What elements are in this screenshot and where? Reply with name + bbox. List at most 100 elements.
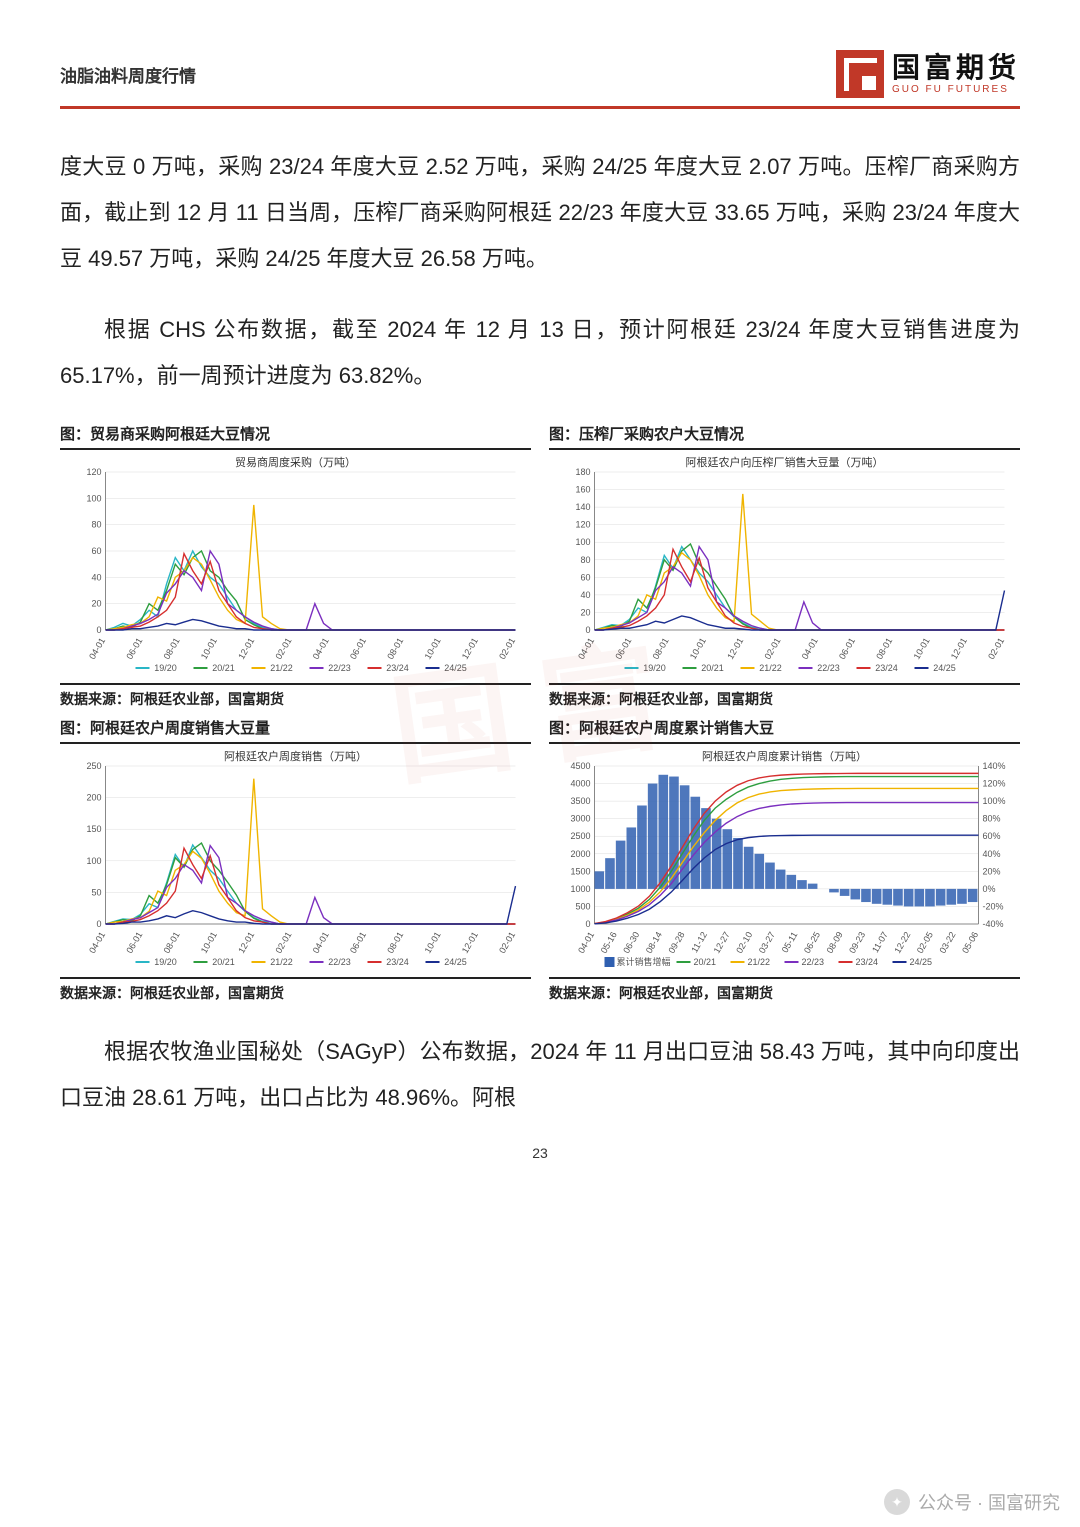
svg-text:19/20: 19/20: [154, 663, 177, 673]
chart-2-title: 图：压榨厂采购农户大豆情况: [549, 423, 1020, 450]
svg-text:24/25: 24/25: [444, 663, 467, 673]
svg-text:08-01: 08-01: [385, 636, 405, 661]
svg-text:06-01: 06-01: [348, 636, 368, 661]
svg-text:阿根廷农户周度累计销售（万吨）: 阿根廷农户周度累计销售（万吨）: [702, 749, 867, 763]
svg-text:20: 20: [91, 599, 101, 609]
svg-text:2500: 2500: [570, 831, 590, 841]
svg-text:21/22: 21/22: [270, 663, 293, 673]
svg-text:04-01: 04-01: [311, 636, 331, 661]
svg-text:阿根廷农户向压榨厂销售大豆量（万吨）: 阿根廷农户向压榨厂销售大豆量（万吨）: [686, 455, 884, 469]
svg-text:22/23: 22/23: [817, 663, 840, 673]
svg-text:22/23: 22/23: [328, 957, 351, 967]
svg-text:05-11: 05-11: [780, 930, 800, 954]
svg-text:200: 200: [86, 793, 101, 803]
svg-text:贸易商周度采购（万吨）: 贸易商周度采购（万吨）: [235, 455, 356, 469]
svg-text:20/21: 20/21: [701, 663, 724, 673]
footer-credit-text: 公众号 · 国富研究: [918, 1489, 1060, 1515]
svg-text:02-05: 02-05: [915, 930, 935, 955]
svg-text:50: 50: [91, 887, 101, 897]
svg-text:4500: 4500: [570, 761, 590, 771]
svg-text:05-06: 05-06: [960, 930, 980, 955]
chart-1-title: 图：贸易商采购阿根廷大豆情况: [60, 423, 531, 450]
svg-text:80%: 80%: [983, 814, 1001, 824]
svg-text:500: 500: [575, 901, 590, 911]
header-title: 油脂油料周度行情: [60, 62, 196, 87]
svg-text:20/21: 20/21: [212, 957, 235, 967]
chart-3-block: 图：阿根廷农户周度销售大豆量 阿根廷农户周度销售（万吨）050100150200…: [60, 717, 531, 1003]
svg-text:0: 0: [585, 919, 590, 929]
footer-credit: ✦ 公众号 · 国富研究: [884, 1489, 1060, 1515]
svg-text:1000: 1000: [570, 884, 590, 894]
chart-3-title: 图：阿根廷农户周度销售大豆量: [60, 717, 531, 744]
svg-text:60: 60: [91, 546, 101, 556]
svg-text:02-01: 02-01: [497, 636, 517, 661]
svg-text:12-01: 12-01: [236, 930, 256, 955]
svg-text:10-01: 10-01: [199, 636, 219, 661]
svg-text:09-28: 09-28: [666, 930, 686, 955]
svg-text:1500: 1500: [570, 866, 590, 876]
svg-text:19/20: 19/20: [154, 957, 177, 967]
svg-text:22/23: 22/23: [328, 663, 351, 673]
svg-text:140%: 140%: [983, 761, 1006, 771]
chart-1-source: 数据来源：阿根廷农业部，国富期货: [60, 683, 531, 709]
svg-text:10-01: 10-01: [912, 636, 932, 661]
svg-text:06-01: 06-01: [348, 930, 368, 955]
svg-text:12-22: 12-22: [892, 930, 912, 955]
svg-text:60: 60: [580, 572, 590, 582]
svg-text:08-01: 08-01: [162, 636, 182, 661]
svg-text:10-01: 10-01: [688, 636, 708, 661]
chart-4-source: 数据来源：阿根廷农业部，国富期货: [549, 977, 1020, 1003]
svg-text:19/20: 19/20: [643, 663, 666, 673]
logo-chinese: 国富期货: [892, 54, 1020, 82]
svg-text:40%: 40%: [983, 849, 1001, 859]
svg-text:22/23: 22/23: [802, 957, 825, 967]
svg-text:08-14: 08-14: [644, 930, 664, 955]
charts-grid: 图：贸易商采购阿根廷大豆情况 贸易商周度采购（万吨）02040608010012…: [60, 423, 1020, 1003]
svg-text:80: 80: [580, 555, 590, 565]
page-number: 23: [60, 1145, 1020, 1161]
svg-text:08-01: 08-01: [651, 636, 671, 661]
svg-text:180: 180: [575, 467, 590, 477]
svg-text:100%: 100%: [983, 796, 1006, 806]
chart-1-block: 图：贸易商采购阿根廷大豆情况 贸易商周度采购（万吨）02040608010012…: [60, 423, 531, 709]
svg-text:150: 150: [86, 824, 101, 834]
chart-1-svg: 贸易商周度采购（万吨）02040608010012004-0106-0108-0…: [60, 454, 531, 674]
svg-text:04-01: 04-01: [576, 930, 596, 955]
svg-text:20/21: 20/21: [212, 663, 235, 673]
chart-2-svg: 阿根廷农户向压榨厂销售大豆量（万吨）0204060801001201401601…: [549, 454, 1020, 674]
svg-text:阿根廷农户周度销售（万吨）: 阿根廷农户周度销售（万吨）: [224, 749, 367, 763]
svg-text:08-01: 08-01: [162, 930, 182, 955]
svg-text:23/24: 23/24: [386, 957, 409, 967]
chart-2-block: 图：压榨厂采购农户大豆情况 阿根廷农户向压榨厂销售大豆量（万吨）02040608…: [549, 423, 1020, 709]
svg-text:4000: 4000: [570, 778, 590, 788]
svg-text:24/25: 24/25: [444, 957, 467, 967]
paragraph-2: 根据 CHS 公布数据，截至 2024 年 12 月 13 日，预计阿根廷 23…: [60, 307, 1020, 399]
svg-text:11-12: 11-12: [689, 930, 709, 954]
svg-text:-20%: -20%: [983, 901, 1004, 911]
svg-text:21/22: 21/22: [759, 663, 782, 673]
svg-text:08-01: 08-01: [874, 636, 894, 661]
svg-text:06-01: 06-01: [124, 930, 144, 955]
logo-english: GUO FU FUTURES: [892, 85, 1020, 95]
svg-text:12-27: 12-27: [712, 930, 732, 955]
svg-text:08-09: 08-09: [825, 930, 845, 955]
svg-text:160: 160: [575, 484, 590, 494]
svg-text:120%: 120%: [983, 778, 1006, 788]
logo-mark: [836, 50, 884, 98]
svg-text:3500: 3500: [570, 796, 590, 806]
svg-text:23/24: 23/24: [875, 663, 898, 673]
svg-text:24/25: 24/25: [910, 957, 933, 967]
svg-text:02-01: 02-01: [273, 636, 293, 661]
svg-text:-40%: -40%: [983, 919, 1004, 929]
svg-text:04-01: 04-01: [800, 636, 820, 661]
svg-text:20%: 20%: [983, 866, 1001, 876]
svg-text:20: 20: [580, 607, 590, 617]
svg-text:11-07: 11-07: [870, 930, 890, 954]
svg-text:120: 120: [86, 467, 101, 477]
svg-text:12-01: 12-01: [725, 636, 745, 661]
svg-text:60%: 60%: [983, 831, 1001, 841]
company-logo: 国富期货 GUO FU FUTURES: [836, 50, 1020, 98]
chart-4-block: 图：阿根廷农户周度累计销售大豆 阿根廷农户周度累计销售（万吨）050010001…: [549, 717, 1020, 1003]
chart-3-svg: 阿根廷农户周度销售（万吨）05010015020025004-0106-0108…: [60, 748, 531, 968]
svg-text:40: 40: [580, 590, 590, 600]
